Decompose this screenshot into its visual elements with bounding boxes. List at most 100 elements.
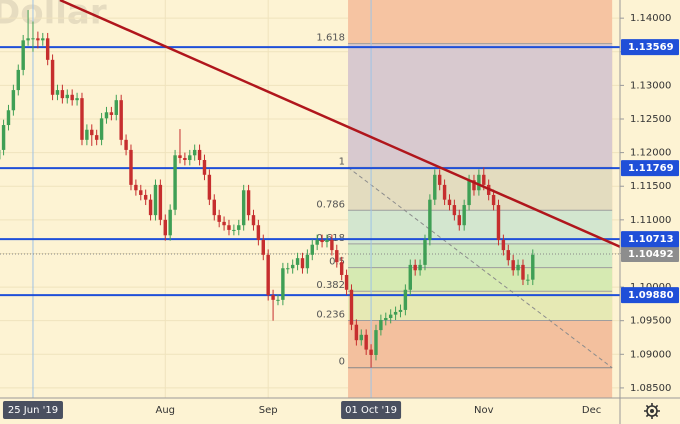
candle-body (85, 129, 89, 140)
candle-body (310, 244, 314, 255)
candle-body (433, 174, 437, 200)
level-label: 1.11769 (628, 163, 674, 174)
candle-body (148, 199, 153, 216)
candle-body (290, 264, 295, 269)
x-tick-label: 25 Jun '19 (8, 405, 58, 416)
candle-body (339, 262, 344, 275)
candle-body (241, 190, 246, 226)
level-box (621, 160, 679, 177)
candle-body (271, 295, 275, 300)
candle-body (217, 215, 221, 222)
candle-body (158, 184, 163, 220)
candle-body (139, 190, 143, 195)
candle-body (462, 205, 466, 226)
candle-body (134, 184, 138, 191)
candle-body (153, 184, 158, 216)
candle-body (477, 174, 481, 191)
y-tick-label: 1.11500 (630, 181, 671, 192)
level-box (621, 231, 679, 248)
candle-body (437, 174, 442, 185)
candle-body (188, 155, 192, 161)
level-label: 1.10713 (628, 234, 674, 245)
x-tick-label: Sep (259, 405, 278, 416)
fib-label: 0 (339, 357, 345, 368)
candle-body (16, 69, 20, 91)
candle-body (447, 199, 452, 206)
candle-body (295, 258, 300, 265)
candle-body (496, 205, 501, 241)
candle-body (491, 194, 496, 206)
candle-body (212, 199, 216, 216)
y-tick-label: 1.09500 (630, 316, 671, 327)
candle-body (354, 324, 359, 341)
settings-icon[interactable] (644, 403, 660, 419)
candle-body (119, 100, 123, 140)
fib-label: 1.618 (316, 33, 345, 44)
x-marker-box (341, 401, 402, 419)
candle-body (31, 38, 35, 40)
candle-body (104, 112, 109, 119)
candle-body (256, 225, 261, 241)
candle-body (501, 240, 506, 251)
candle-body (344, 274, 349, 290)
candle-body (41, 38, 45, 41)
candle-body (163, 219, 167, 236)
last-price-label: 1.10492 (628, 249, 674, 260)
candle-body (232, 229, 236, 231)
candle-body (246, 190, 251, 216)
candle-body (442, 184, 447, 200)
candle-body (379, 320, 383, 331)
candle-body (467, 180, 471, 206)
candle-body (398, 309, 403, 312)
candle-body (315, 240, 319, 245)
fib-band (348, 243, 613, 268)
candle-body (286, 268, 290, 270)
fib-band (348, 320, 613, 368)
trendline (59, 0, 620, 248)
candle-body (300, 258, 305, 269)
candle-body (281, 268, 285, 300)
candle-body (94, 135, 99, 140)
candle-body (90, 129, 94, 136)
candle-body (403, 289, 408, 310)
y-tick-label: 1.12500 (630, 114, 671, 125)
candle-body (168, 209, 172, 236)
watermark: Dollar (0, 0, 107, 33)
level-label: 1.13569 (628, 42, 674, 53)
candle-body (11, 90, 16, 111)
candle-body (114, 100, 118, 115)
x-tick-label: Nov (474, 405, 494, 416)
level-label: 1.09880 (628, 290, 674, 301)
candle-body (452, 205, 457, 216)
candle-body (207, 174, 212, 200)
candle-body (472, 180, 476, 191)
level-box (621, 287, 679, 304)
candle-body (45, 38, 50, 60)
candle-body (408, 264, 412, 290)
candle-body (482, 174, 486, 185)
y-tick-label: 1.09000 (630, 349, 671, 360)
candle-body (183, 157, 187, 161)
candle-body (173, 155, 177, 210)
candle-body (531, 254, 535, 280)
x-tick-label: Aug (156, 405, 176, 416)
candle-body (143, 194, 148, 200)
candle-body (178, 155, 182, 158)
candle-body (55, 90, 60, 95)
axes: 1.140001.135001.130001.125001.120001.115… (2, 13, 679, 419)
candle-body (374, 330, 378, 355)
candle-body (75, 98, 79, 101)
candle-body (261, 240, 265, 255)
candle-body (511, 260, 515, 271)
candle-body (202, 160, 207, 175)
candle-body (26, 38, 30, 41)
candle-body (384, 317, 388, 321)
y-tick-label: 1.11000 (630, 215, 671, 226)
fib-trend (347, 167, 613, 369)
candle-body (36, 38, 40, 41)
candle-body (506, 250, 510, 261)
fib-band (348, 267, 613, 292)
